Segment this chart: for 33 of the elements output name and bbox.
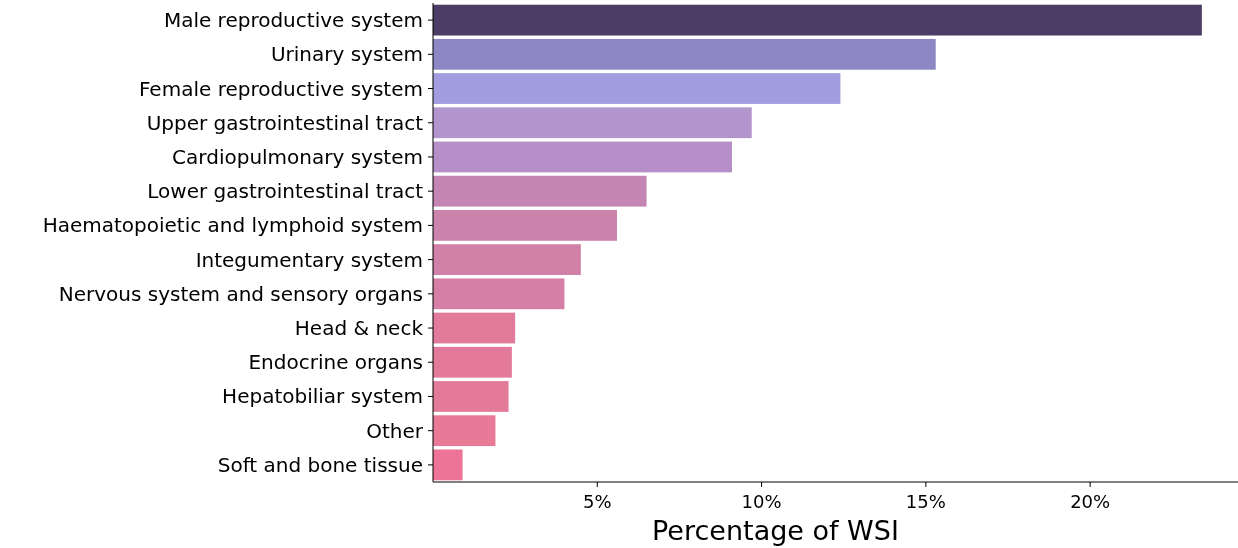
y-tick-label: Soft and bone tissue: [217, 452, 423, 477]
y-tick-label: Endocrine organs: [248, 350, 423, 375]
y-tick-label: Urinary system: [270, 42, 423, 67]
bar: [433, 346, 512, 378]
bar: [433, 141, 732, 173]
y-tick-label: Integumentary system: [195, 247, 423, 272]
y-tick-label: Head & neck: [294, 316, 424, 341]
bar: [433, 107, 752, 139]
x-tick-label: 10%: [741, 491, 782, 512]
y-tick-label: Other: [366, 418, 424, 443]
y-tick-label: Cardiopulmonary system: [172, 144, 423, 169]
y-tick-label: Haematopoietic and lymphoid system: [42, 213, 423, 238]
y-tick-label: Hepatobiliar system: [222, 384, 423, 409]
bar: [433, 415, 496, 447]
bar: [433, 244, 581, 275]
bar: [433, 381, 509, 412]
y-tick-label: Nervous system and sensory organs: [58, 281, 423, 306]
x-tick-label: 5%: [583, 491, 612, 512]
bar: [433, 210, 617, 241]
y-tick-label: Female reproductive system: [138, 76, 423, 101]
bar: [433, 73, 841, 104]
x-tick-label: 15%: [905, 491, 946, 512]
x-tick-label: 20%: [1070, 491, 1111, 512]
x-axis-title: Percentage of WSI: [652, 515, 899, 546]
y-tick-label: Male reproductive system: [163, 8, 423, 33]
bar: [433, 278, 565, 310]
bar: [433, 175, 647, 207]
y-tick-label: Lower gastrointestinal tract: [147, 179, 424, 204]
bar: [433, 4, 1202, 36]
bar: [433, 312, 516, 344]
bar: [433, 38, 936, 70]
y-tick-label: Upper gastrointestinal tract: [146, 110, 424, 135]
bar: [433, 449, 463, 481]
